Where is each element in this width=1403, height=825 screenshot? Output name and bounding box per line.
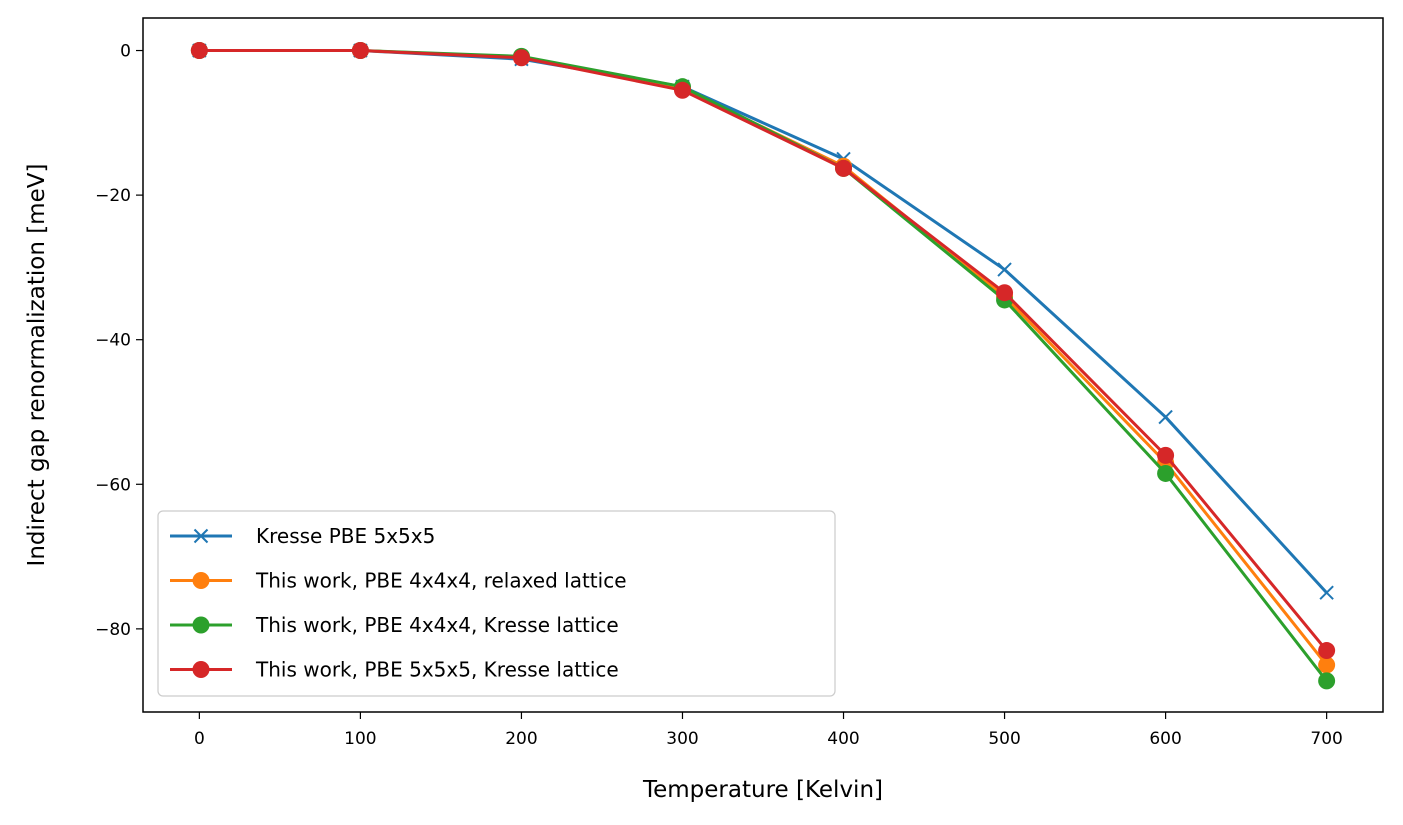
data-point (996, 284, 1014, 302)
data-point (190, 42, 208, 60)
y-tick-label: −40 (95, 331, 131, 351)
x-tick-label: 600 (1149, 729, 1181, 749)
x-marker-stroke (997, 262, 1012, 277)
y-tick-label: −80 (95, 620, 131, 640)
legend: Kresse PBE 5x5x5 This work, PBE 4x4x4, re… (157, 510, 836, 697)
data-point (1318, 642, 1336, 660)
legend-entry: Kresse PBE 5x5x5 (170, 524, 435, 548)
x-tick-label: 200 (505, 729, 537, 749)
x-tick-label: 300 (666, 729, 698, 749)
legend-marker (193, 528, 209, 544)
x-tick-label: 500 (988, 729, 1020, 749)
data-point (1157, 446, 1175, 464)
data-point (835, 159, 853, 177)
data-point (997, 262, 1012, 277)
x-tick-label: 400 (827, 729, 859, 749)
legend-label: This work, PBE 4x4x4, relaxed lattice (255, 569, 627, 593)
x-marker-stroke (1319, 585, 1334, 600)
data-point (1319, 585, 1334, 600)
legend-entry: This work, PBE 4x4x4, relaxed lattice (170, 569, 627, 593)
data-point (673, 81, 691, 99)
x-marker-stroke (193, 528, 209, 544)
legend-marker (192, 616, 210, 634)
x-tick-label: 100 (344, 729, 376, 749)
data-point (1158, 409, 1173, 425)
data-point (1318, 672, 1336, 690)
legend-label: This work, PBE 5x5x5, Kresse lattice (255, 658, 619, 682)
plot-frame (142, 17, 1384, 713)
legend-marker (192, 572, 210, 589)
x-axis: 0 100 200 300 400 500 600 700 (194, 712, 1343, 749)
data-point (512, 49, 530, 67)
data-point (351, 42, 369, 60)
y-axis-label: Indirect gap renormalization [meV] (24, 164, 50, 567)
x-marker-stroke (1158, 409, 1173, 425)
legend-entry: This work, PBE 5x5x5, Kresse lattice (170, 658, 619, 682)
legend-marker (192, 661, 210, 678)
series-layer (190, 42, 1336, 690)
series-line (199, 49, 1328, 652)
x-tick-label: 700 (1310, 729, 1342, 749)
y-tick-label: 0 (120, 42, 131, 62)
y-axis: 0 −20 −40 −60 −80 (95, 42, 143, 640)
legend-label: This work, PBE 4x4x4, Kresse lattice (255, 613, 619, 637)
series-3 (190, 42, 1336, 660)
data-point (1157, 464, 1175, 482)
legend-entry: This work, PBE 4x4x4, Kresse lattice (170, 613, 619, 637)
legend-label: Kresse PBE 5x5x5 (256, 524, 435, 548)
data-point (1318, 656, 1336, 674)
y-tick-label: −20 (95, 186, 131, 206)
x-axis-label: Temperature [Kelvin] (642, 777, 883, 803)
y-tick-label: −60 (95, 475, 131, 495)
x-tick-label: 0 (194, 729, 205, 749)
legend-box (157, 510, 836, 697)
